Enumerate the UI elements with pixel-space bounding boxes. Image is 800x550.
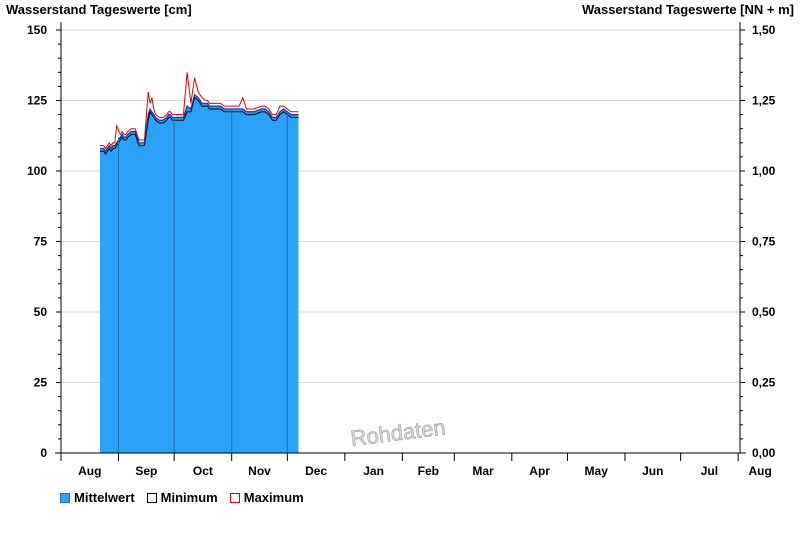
month-tick-label: Mar	[472, 464, 494, 478]
month-tick-label: Jul	[701, 464, 718, 478]
left-tick-label: 75	[34, 235, 48, 249]
right-tick-label: 0,00	[752, 446, 776, 460]
month-tick-label: Sep	[135, 464, 157, 478]
left-axis-title: Wasserstand Tageswerte [cm]	[6, 2, 192, 17]
month-tick-label: Apr	[529, 464, 550, 478]
legend-swatch-mean	[60, 492, 70, 503]
month-tick-label: Jun	[642, 464, 663, 478]
left-tick-label: 0	[40, 446, 47, 460]
left-tick-label: 100	[27, 164, 47, 178]
month-tick-labels: Aug Sep Oct Nov Dec Jan Feb Mar Apr May Jun Jul Aug	[78, 464, 772, 478]
axes	[55, 22, 746, 461]
month-tick-label: Oct	[193, 464, 213, 478]
series-area-layer	[99, 72, 299, 454]
month-tick-label: Feb	[418, 464, 439, 478]
watermark-text: Rohdaten	[349, 415, 447, 451]
left-tick-labels: 0 25 50 75 100 125 150	[27, 23, 47, 460]
left-tick-label: 50	[34, 305, 48, 319]
month-tick-label: Aug	[78, 464, 101, 478]
right-tick-labels: 0,00 0,25 0,50 0,75 1,00 1,25 1,50	[752, 23, 776, 460]
legend-label-mean: Mittelwert	[74, 490, 135, 505]
right-tick-label: 1,00	[752, 164, 776, 178]
month-tick-label: Jan	[363, 464, 384, 478]
month-tick-label: Aug	[748, 464, 771, 478]
legend: Mittelwert Minimum Maximum	[60, 490, 304, 505]
month-tick-label: May	[585, 464, 609, 478]
legend-item-max: Maximum	[229, 490, 304, 505]
series-area-mittelwert	[99, 94, 299, 454]
month-tick-label: Nov	[248, 464, 271, 478]
series-line-minimum	[99, 96, 299, 155]
legend-item-mean: Mittelwert	[60, 490, 135, 505]
legend-swatch-min	[146, 492, 157, 503]
right-tick-label: 0,25	[752, 376, 776, 390]
right-tick-label: 1,25	[752, 94, 776, 108]
left-tick-label: 25	[34, 376, 48, 390]
right-tick-label: 1,50	[752, 23, 776, 37]
legend-label-min: Minimum	[160, 490, 218, 505]
legend-item-min: Minimum	[146, 490, 218, 505]
right-axis-title: Wasserstand Tageswerte [NN + m]	[582, 2, 794, 17]
legend-label-max: Maximum	[243, 490, 304, 505]
left-tick-label: 125	[27, 94, 47, 108]
month-separator-lines	[118, 108, 288, 453]
month-tick-label: Dec	[305, 464, 327, 478]
series-line-mittelwert	[99, 93, 299, 153]
legend-swatch-max	[229, 492, 240, 503]
right-tick-label: 0,50	[752, 305, 776, 319]
right-tick-label: 0,75	[752, 235, 776, 249]
left-tick-label: 150	[27, 23, 47, 37]
series-line-maximum	[99, 72, 299, 150]
